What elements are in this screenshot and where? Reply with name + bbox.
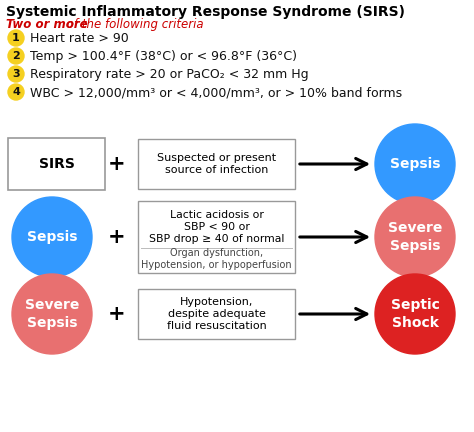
FancyBboxPatch shape <box>138 201 295 273</box>
Text: +: + <box>108 227 126 247</box>
Circle shape <box>8 30 24 46</box>
Circle shape <box>8 84 24 100</box>
Text: Heart rate > 90: Heart rate > 90 <box>30 32 129 45</box>
Text: Hypotension,
despite adequate
fluid resuscitation: Hypotension, despite adequate fluid resu… <box>167 297 266 330</box>
Text: Septic
Shock: Septic Shock <box>391 299 439 330</box>
FancyBboxPatch shape <box>138 139 295 189</box>
Text: 3: 3 <box>12 69 20 79</box>
Text: 1: 1 <box>12 33 20 43</box>
Circle shape <box>8 48 24 64</box>
Text: +: + <box>108 304 126 324</box>
Text: +: + <box>108 154 126 174</box>
Circle shape <box>12 274 92 354</box>
Circle shape <box>8 66 24 82</box>
Text: Sepsis: Sepsis <box>27 230 77 244</box>
Text: Organ dysfunction,
Hypotension, or hypoperfusion: Organ dysfunction, Hypotension, or hypop… <box>141 248 292 270</box>
FancyBboxPatch shape <box>138 289 295 339</box>
Circle shape <box>375 274 455 354</box>
Text: Sepsis: Sepsis <box>390 157 440 171</box>
Circle shape <box>375 124 455 204</box>
Text: Systemic Inflammatory Response Syndrome (SIRS): Systemic Inflammatory Response Syndrome … <box>6 5 405 19</box>
Text: 4: 4 <box>12 87 20 97</box>
Text: Temp > 100.4°F (38°C) or < 96.8°F (36°C): Temp > 100.4°F (38°C) or < 96.8°F (36°C) <box>30 50 297 63</box>
Text: of the following criteria: of the following criteria <box>63 18 204 31</box>
Text: Severe
Sepsis: Severe Sepsis <box>388 221 442 253</box>
Text: WBC > 12,000/mm³ or < 4,000/mm³, or > 10% band forms: WBC > 12,000/mm³ or < 4,000/mm³, or > 10… <box>30 86 402 99</box>
Text: Lactic acidosis or
SBP < 90 or
SBP drop ≥ 40 of normal: Lactic acidosis or SBP < 90 or SBP drop … <box>149 210 284 244</box>
Text: Respiratory rate > 20 or PaCO₂ < 32 mm Hg: Respiratory rate > 20 or PaCO₂ < 32 mm H… <box>30 68 309 81</box>
Text: Suspected or present
source of infection: Suspected or present source of infection <box>157 153 276 175</box>
FancyBboxPatch shape <box>8 138 105 190</box>
Circle shape <box>12 197 92 277</box>
Text: Two or more: Two or more <box>6 18 88 31</box>
Text: Severe
Sepsis: Severe Sepsis <box>25 299 79 330</box>
Text: SIRS: SIRS <box>38 157 74 171</box>
Text: 2: 2 <box>12 51 20 61</box>
Circle shape <box>375 197 455 277</box>
